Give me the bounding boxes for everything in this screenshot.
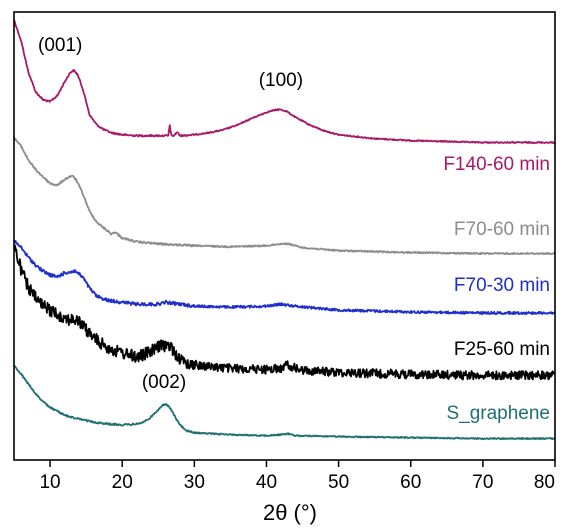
peak-annotation-002: (002) bbox=[142, 372, 186, 393]
series-label-layer: F140-60 min F70-60 min F70-30 min F25-60 mi… bbox=[443, 154, 550, 424]
series-label-f25-60-min: F25-60 min bbox=[454, 339, 550, 360]
x-axis-ticks: 10 20 30 40 50 60 70 80 bbox=[39, 460, 556, 493]
x-axis-label: 2θ (°) bbox=[263, 500, 317, 525]
x-tick-label: 70 bbox=[472, 472, 493, 493]
x-tick-label: 20 bbox=[112, 472, 133, 493]
x-tick-label: 30 bbox=[184, 472, 205, 493]
peak-annotation-001: (001) bbox=[38, 35, 82, 56]
series-line-f140-60-min bbox=[13, 19, 556, 144]
series-label-f70-30-min: F70-30 min bbox=[454, 275, 550, 296]
series-line-s-graphene bbox=[13, 365, 555, 440]
annotation-layer: (001) (100) (002) bbox=[38, 35, 303, 393]
series-layer bbox=[13, 19, 556, 440]
x-tick-label: 80 bbox=[534, 472, 555, 493]
series-line-f70-60-min bbox=[13, 136, 556, 256]
series-label-s-graphene: S_graphene bbox=[446, 403, 550, 424]
plot-frame bbox=[13, 11, 556, 461]
series-label-f140-60-min: F140-60 min bbox=[443, 154, 550, 175]
series-label-f70-60-min: F70-60 min bbox=[454, 219, 550, 240]
x-tick-label: 10 bbox=[39, 472, 60, 493]
peak-annotation-100: (100) bbox=[259, 70, 303, 91]
x-tick-label: 40 bbox=[256, 472, 277, 493]
series-line-f70-30-min bbox=[13, 239, 555, 315]
x-tick-label: 50 bbox=[328, 472, 349, 493]
x-tick-label: 60 bbox=[400, 472, 421, 493]
series-line-f25-60-min bbox=[13, 244, 556, 381]
